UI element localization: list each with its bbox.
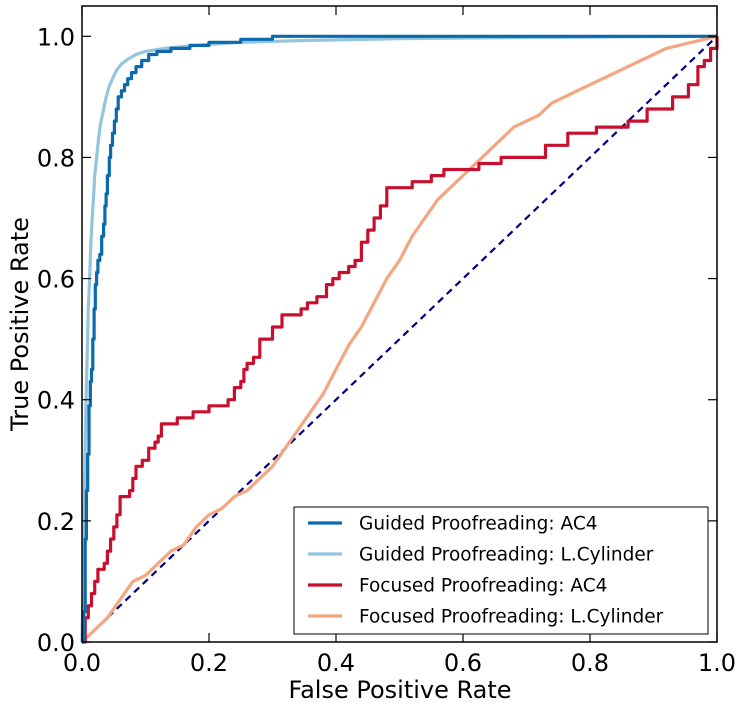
series-line-0 [82,34,717,644]
y-tick-label: 0.4 [37,387,75,415]
legend-label: Focused Proofreading: L.Cylinder [359,607,664,628]
series-line-3 [80,34,718,644]
plot-frame [81,5,718,643]
y-tick-label: 0.2 [37,508,75,536]
x-tick-label: 0.4 [317,649,355,677]
y-tick-label: 0.6 [37,266,75,294]
series-line-2 [82,36,719,644]
legend: Guided Proofreading: AC4 Guided Proofrea… [293,506,709,635]
series-layer [80,34,719,644]
y-tick-label: 0.0 [37,629,75,657]
legend-label: Guided Proofreading: L.Cylinder [359,545,654,566]
x-tick-label: 0.6 [444,649,482,677]
legend-box [293,506,709,635]
tick-layer: 0.0 0.2 0.4 0.6 0.8 1.0 0.0 0.2 0.4 0.6 0.8 1.0 [37,6,736,677]
x-tick-label: 0.0 [63,649,101,677]
x-axis-label: False Positive Rate [288,676,511,704]
x-tick-label: 1.0 [698,649,736,677]
legend-label: Focused Proofreading: AC4 [359,576,607,597]
y-tick-label: 0.8 [37,144,75,172]
y-axis-label: True Positive Rate [6,217,34,432]
y-tick-label: 1.0 [37,23,75,51]
legend-items: Guided Proofreading: AC4 Guided Proofrea… [308,514,664,628]
x-tick-label: 0.2 [190,649,228,677]
x-tick-label: 0.8 [571,649,609,677]
legend-label: Guided Proofreading: AC4 [359,514,598,535]
